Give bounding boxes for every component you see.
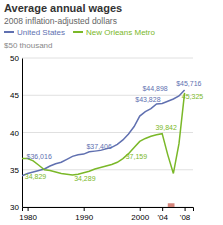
- y-tick: 30: [10, 203, 22, 212]
- chart: Average annual wages 2008 inflation-adjus…: [0, 0, 223, 225]
- x-axis-line: [23, 208, 194, 212]
- annotations: $36,016 $37,406 $43,828 $44,898 $45,716 34,82…: [25, 80, 204, 182]
- y-tick-label: 35: [10, 166, 19, 175]
- x-tick-mark: [28, 207, 29, 211]
- legend: United States New Orleans Metro: [4, 28, 155, 37]
- annotation: $36,016: [26, 153, 51, 160]
- series-line: [22, 90, 185, 176]
- grid: [22, 58, 193, 207]
- x-tick: '08: [180, 207, 191, 222]
- y-tick-label: 45: [10, 91, 19, 100]
- grid-line: [22, 58, 193, 59]
- x-tick: 1980: [19, 207, 37, 222]
- grid-line: [22, 95, 193, 96]
- annotation: 34,289: [74, 175, 96, 182]
- legend-swatch: [4, 31, 14, 33]
- legend-swatch: [73, 31, 83, 33]
- plot-area: [22, 90, 185, 176]
- x-tick-mark: [162, 207, 163, 211]
- x-tick-label: 2000: [131, 213, 149, 222]
- annotation: 34,829: [25, 173, 47, 180]
- x-axis: 1980 1990 2000 '04 '08: [19, 207, 193, 222]
- y-tick-label: 50: [10, 54, 19, 63]
- y-tick-label: 40: [10, 129, 19, 138]
- y-tick: 40: [10, 129, 22, 138]
- x-tick-mark: [140, 207, 141, 211]
- annotation: $45,716: [176, 80, 201, 87]
- x-tick: 2000: [131, 207, 149, 222]
- x-tick-label: 1980: [19, 213, 37, 222]
- y-tick-label: 30: [10, 203, 19, 212]
- annotation: 45,325: [182, 93, 204, 100]
- y-tick: 35: [10, 166, 22, 175]
- x-tick: '04: [157, 207, 168, 222]
- annotation: $37,406: [86, 143, 111, 150]
- y-tick: 50: [10, 54, 22, 63]
- subtitle: 2008 inflation-adjusted dollars: [4, 16, 117, 26]
- title: Average annual wages: [4, 2, 122, 14]
- highlight: [168, 203, 175, 207]
- y-axis-line: [22, 59, 23, 208]
- x-tick-mark: [185, 207, 186, 211]
- y-axis: 30 35 40 45 50: [10, 54, 22, 212]
- x-tick-label: '08: [180, 213, 191, 222]
- x-tick-label: '04: [157, 213, 168, 222]
- legend-label: New Orleans Metro: [86, 28, 155, 37]
- x-tick-label: 1990: [75, 213, 93, 222]
- x-tick: 1990: [75, 207, 93, 222]
- y-tick: 45: [10, 91, 22, 100]
- annotation: 37,159: [126, 153, 148, 160]
- x-tick-mark: [84, 207, 85, 211]
- annotation: $43,828: [135, 96, 160, 103]
- annotation: 39,842: [155, 124, 177, 131]
- y-axis-label: $50 thousand: [4, 41, 53, 50]
- series-line: [22, 93, 185, 175]
- legend-label: United States: [17, 28, 65, 37]
- grid-line: [22, 132, 193, 133]
- annotation: $44,898: [142, 85, 167, 92]
